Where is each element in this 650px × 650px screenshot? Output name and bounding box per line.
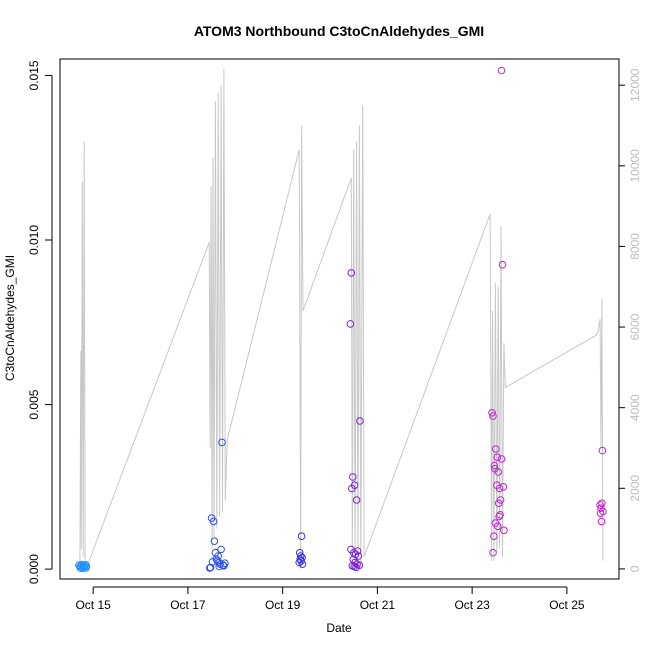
x-tick-label: Oct 25 [549, 598, 585, 612]
data-point-s4-16 [490, 532, 498, 541]
data-point-s3-4 [348, 484, 356, 493]
data-point-s2-4 [296, 555, 305, 564]
x-tick-label: Oct 15 [75, 598, 111, 612]
right-y-tick-label: 2000 [628, 475, 642, 502]
data-point-s1-15 [206, 563, 215, 572]
data-point-s0-7 [81, 561, 90, 569]
x-tick-label: Oct 19 [265, 598, 301, 612]
plot-area-frame [59, 58, 620, 580]
data-point-s3-1 [346, 320, 355, 328]
data-point-s4-18 [496, 511, 504, 519]
data-point-s0-9 [76, 564, 85, 572]
data-point-s4-12 [493, 481, 501, 490]
data-point-s1-16 [205, 564, 214, 572]
altitude-trace-line [79, 69, 604, 570]
data-point-s5-3 [598, 499, 606, 508]
data-point-s0-11 [82, 564, 90, 572]
x-tick-label: Oct 17 [170, 598, 206, 612]
data-point-s1-1 [209, 517, 218, 526]
right-y-tick-label: 6000 [628, 313, 642, 340]
data-point-s4-20 [489, 548, 497, 557]
data-point-s4-19 [500, 526, 508, 535]
data-point-s3-18 [355, 561, 364, 570]
x-tick-label: Oct 21 [360, 598, 396, 612]
data-point-s5-0 [598, 446, 607, 455]
y-tick-label: 0.015 [27, 60, 41, 90]
data-point-s4-3 [489, 412, 497, 420]
data-point-s1-13 [221, 559, 229, 568]
data-point-s5-6 [597, 517, 606, 526]
right-y-tick-label: 8000 [628, 233, 642, 260]
data-point-s3-0 [347, 269, 356, 277]
data-point-s4-7 [493, 453, 502, 462]
right-y-tick-label: 12000 [628, 68, 642, 102]
data-point-s3-6 [356, 417, 364, 425]
data-points-layer [75, 66, 607, 573]
right-y-tick-label: 10000 [628, 149, 642, 183]
data-point-s5-5 [599, 507, 607, 516]
right-y-axis: 0 2000 4000 6000 8000 10000 12000 [618, 68, 642, 572]
data-point-s3-10 [353, 547, 362, 555]
data-point-s0-10 [79, 564, 87, 573]
data-point-s3-11 [354, 552, 363, 560]
data-point-s2-0 [297, 532, 306, 541]
data-point-s3-2 [349, 473, 357, 481]
y-tick-label: 0.000 [27, 554, 41, 584]
data-point-s3-5 [352, 496, 361, 504]
data-point-s4-8 [494, 468, 503, 476]
data-point-s1-2 [210, 537, 219, 546]
data-point-s4-4 [492, 445, 500, 453]
data-point-s5-1 [596, 501, 604, 509]
data-point-s2-5 [297, 557, 305, 565]
data-point-s4-5 [490, 461, 499, 470]
data-point-s4-1 [498, 260, 507, 269]
y-tick-label: 0.010 [27, 225, 41, 255]
data-point-s1-10 [218, 438, 226, 447]
chart-title: ATOM3 Northbound C3toCnAldehydes_GMI [194, 23, 484, 39]
data-point-s1-11 [219, 561, 227, 570]
x-tick-label: Oct 23 [454, 598, 490, 612]
data-point-s4-2 [488, 409, 496, 417]
data-point-s4-17 [493, 522, 502, 531]
data-point-s1-17 [215, 562, 223, 571]
data-point-s4-10 [497, 455, 506, 463]
altitude-line-layer [79, 69, 604, 570]
data-point-s1-9 [217, 545, 225, 554]
y-tick-label: 0.005 [27, 389, 41, 419]
data-point-s4-14 [496, 496, 505, 504]
right-y-tick-label: 0 [628, 565, 642, 572]
data-point-s4-21 [495, 512, 503, 521]
y-axis-label: C3toCnAldehydes_GMI [3, 255, 17, 381]
x-axis-label: Date [326, 621, 352, 635]
data-point-s2-7 [298, 560, 307, 569]
data-point-s5-4 [596, 509, 605, 518]
y-axis: 0.000 0.005 0.010 0.015 [27, 60, 53, 584]
x-axis: Oct 15 Oct 17 Oct 19 Oct 21 Oct 23 Oct 25 [75, 586, 585, 612]
data-point-s4-0 [497, 66, 506, 75]
right-y-tick-label: 4000 [628, 394, 642, 421]
